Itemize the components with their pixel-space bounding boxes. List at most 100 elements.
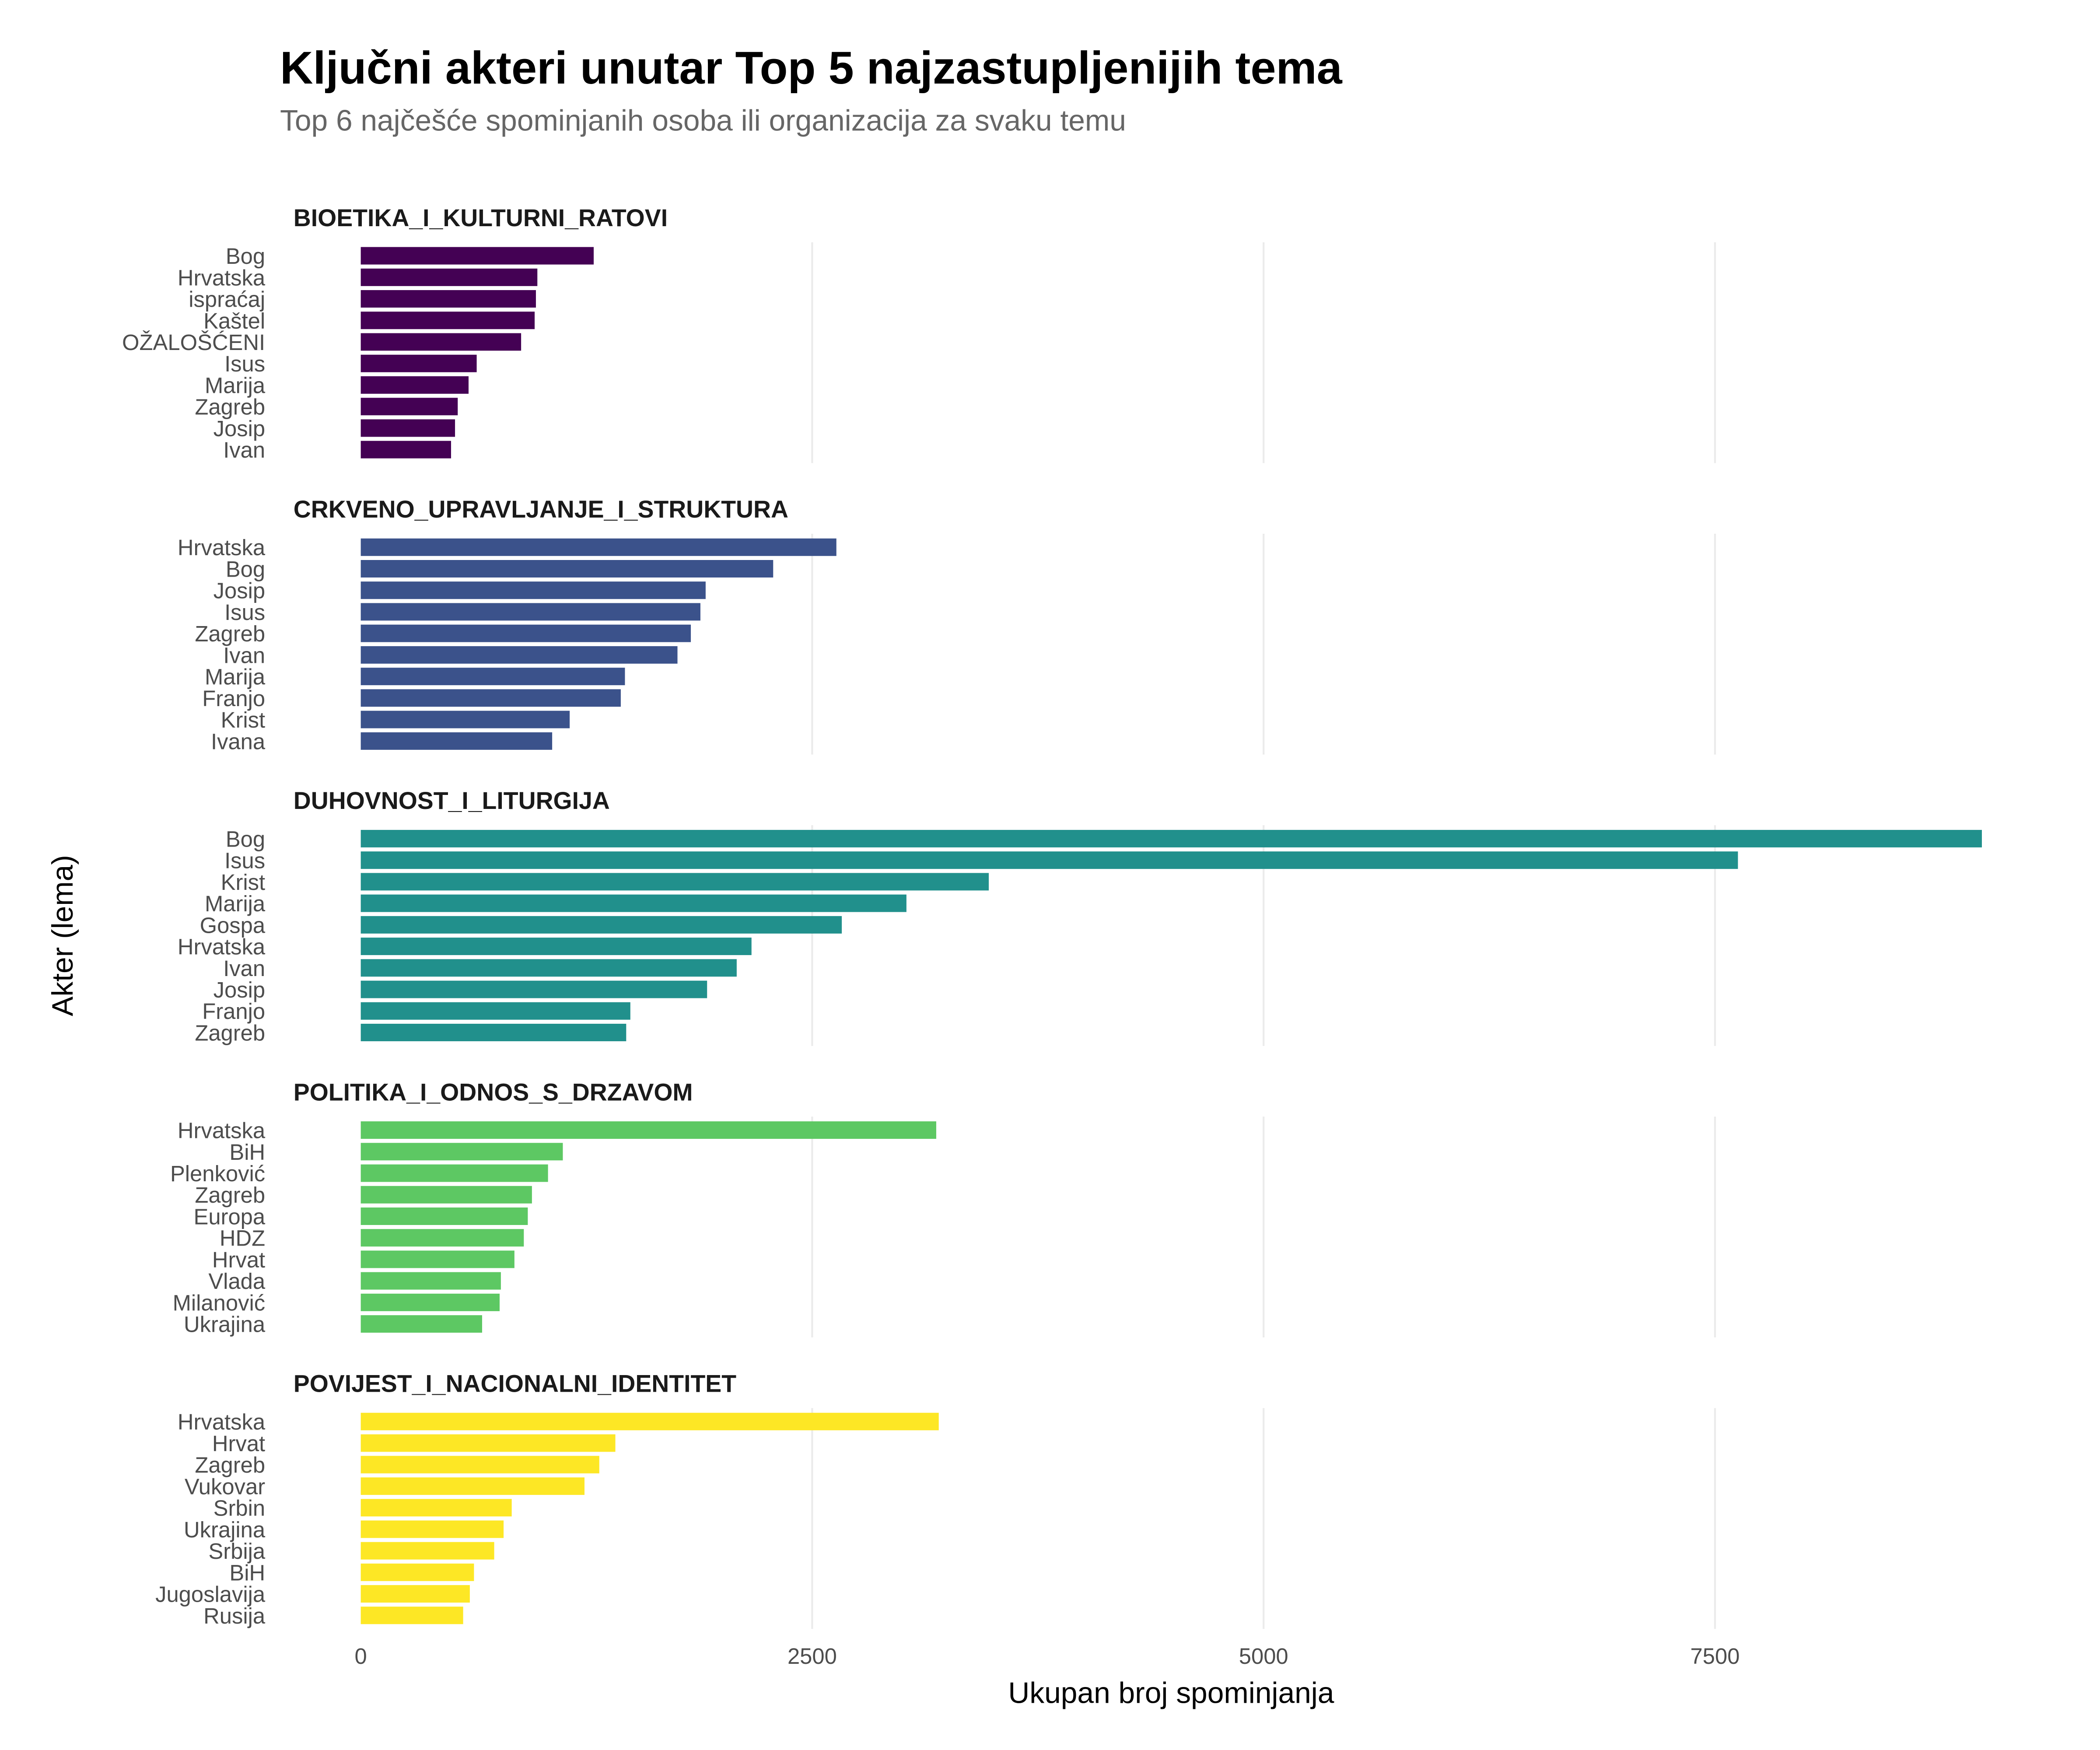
bar xyxy=(360,1208,528,1225)
x-axis-ticks: 0 2500 5000 7500 xyxy=(354,1644,1740,1669)
y-tick-label: Vukovar xyxy=(185,1474,265,1499)
bar xyxy=(360,1272,501,1290)
panels: BIOETIKA_I_KULTURNI_RATOVIBogHrvatskaisp… xyxy=(122,204,1982,1629)
y-tick-label: Zagreb xyxy=(195,1020,265,1045)
x-axis-title: Ukupan broj spominjanja xyxy=(1008,1676,1334,1709)
y-tick-label: Franjo xyxy=(202,686,265,711)
y-tick-label: Zagreb xyxy=(195,1183,265,1208)
facet-panel: BIOETIKA_I_KULTURNI_RATOVI BogHrvatskaisp… xyxy=(122,204,1716,463)
y-tick-label: Srbija xyxy=(208,1539,266,1564)
bar xyxy=(360,1121,936,1139)
x-tick-label: 2500 xyxy=(788,1644,837,1669)
y-tick-label: Marija xyxy=(205,891,266,916)
facet-strip-label: DUHOVNOST_I_LITURGIJA xyxy=(294,787,610,814)
y-tick-label: Ukrajina xyxy=(184,1312,266,1337)
y-tick-label: Hrvatska xyxy=(178,535,266,560)
bar xyxy=(360,1585,470,1603)
bar xyxy=(360,1477,584,1495)
bar xyxy=(360,560,774,578)
bar xyxy=(360,1520,504,1538)
y-tick-label: Hrvat xyxy=(212,1431,265,1456)
y-tick-label: Franjo xyxy=(202,999,265,1024)
bar xyxy=(360,376,469,394)
bar xyxy=(360,938,752,956)
bar xyxy=(360,894,906,912)
facet-panel: POVIJEST_I_NACIONALNI_IDENTITET HrvatskaH… xyxy=(155,1370,1716,1629)
facet-strip-label: CRKVENO_UPRAVLJANJE_I_STRUKTURA xyxy=(294,496,788,523)
y-tick-label: Josip xyxy=(214,977,265,1002)
y-tick-label: Ivana xyxy=(211,729,266,754)
x-tick-label: 5000 xyxy=(1239,1644,1288,1669)
y-tick-label: ispraćaj xyxy=(189,287,265,312)
y-tick-label: Ukrajina xyxy=(184,1517,266,1542)
y-tick-label: Milanović xyxy=(173,1290,266,1315)
bar xyxy=(360,603,700,621)
y-tick-label: Josip xyxy=(214,416,265,441)
y-tick-label: Bog xyxy=(226,244,265,269)
bar xyxy=(360,710,570,728)
bar xyxy=(360,873,989,891)
bar xyxy=(360,333,522,351)
facet-strip-label: POLITIKA_I_ODNOS_S_DRZAVOM xyxy=(294,1078,693,1106)
bar xyxy=(360,1456,599,1474)
y-tick-label: Isus xyxy=(224,351,265,376)
bar xyxy=(360,668,625,686)
chart-subtitle: Top 6 najčešće spominjanih osoba ili org… xyxy=(280,104,1126,137)
bar xyxy=(360,980,707,998)
y-tick-label: Krist xyxy=(221,707,266,732)
y-tick-label: Bog xyxy=(226,826,265,851)
y-tick-label: Krist xyxy=(221,870,266,895)
bar xyxy=(360,1293,500,1311)
bar xyxy=(360,1315,482,1333)
y-tick-label: Bog xyxy=(226,556,265,581)
y-axis-title: Akter (lema) xyxy=(46,855,79,1016)
bar xyxy=(360,419,455,437)
bar xyxy=(360,916,842,934)
y-tick-label: Josip xyxy=(214,578,265,603)
bar xyxy=(360,1143,563,1161)
bar xyxy=(360,1164,548,1182)
bar xyxy=(360,398,458,416)
bar xyxy=(360,830,1982,847)
bar xyxy=(360,1499,512,1517)
bar xyxy=(360,1229,524,1247)
y-tick-label: Hrvat xyxy=(212,1247,265,1272)
bar xyxy=(360,1606,463,1624)
y-tick-label: HDZ xyxy=(220,1226,265,1251)
bar xyxy=(360,1434,616,1452)
y-tick-label: Srbin xyxy=(214,1496,265,1521)
bar xyxy=(360,290,536,308)
bar xyxy=(360,441,451,458)
bar xyxy=(360,1563,474,1581)
bar xyxy=(360,581,706,599)
y-tick-label: OŽALOŠĆENI xyxy=(122,330,265,355)
bar xyxy=(360,312,535,329)
y-tick-label: Plenković xyxy=(170,1161,265,1186)
y-tick-label: Hrvatska xyxy=(178,1410,266,1435)
facet-panel: DUHOVNOST_I_LITURGIJA BogIsusKristMarijaG… xyxy=(178,787,1982,1046)
y-tick-label: Marija xyxy=(205,665,266,690)
x-tick-label: 7500 xyxy=(1690,1644,1740,1669)
y-tick-label: Zagreb xyxy=(195,395,265,420)
bar xyxy=(360,268,538,286)
y-tick-label: BiH xyxy=(229,1140,265,1165)
y-tick-label: Vlada xyxy=(208,1269,266,1294)
y-tick-label: Ivan xyxy=(223,643,265,668)
bar xyxy=(360,646,678,664)
bar xyxy=(360,1186,532,1204)
y-tick-label: Hrvatska xyxy=(178,934,266,959)
y-tick-label: BiH xyxy=(229,1560,265,1585)
bar xyxy=(360,538,836,556)
facet-strip-label: BIOETIKA_I_KULTURNI_RATOVI xyxy=(294,204,668,231)
bar xyxy=(360,851,1738,869)
bar xyxy=(360,1250,514,1268)
bar xyxy=(360,1024,626,1041)
y-tick-label: Zagreb xyxy=(195,621,265,646)
y-tick-label: Jugoslavija xyxy=(155,1582,266,1607)
y-tick-label: Hrvatska xyxy=(178,1118,266,1143)
bar xyxy=(360,624,691,642)
bar xyxy=(360,1002,630,1020)
y-tick-label: Ivan xyxy=(223,956,265,981)
bar xyxy=(360,732,553,750)
